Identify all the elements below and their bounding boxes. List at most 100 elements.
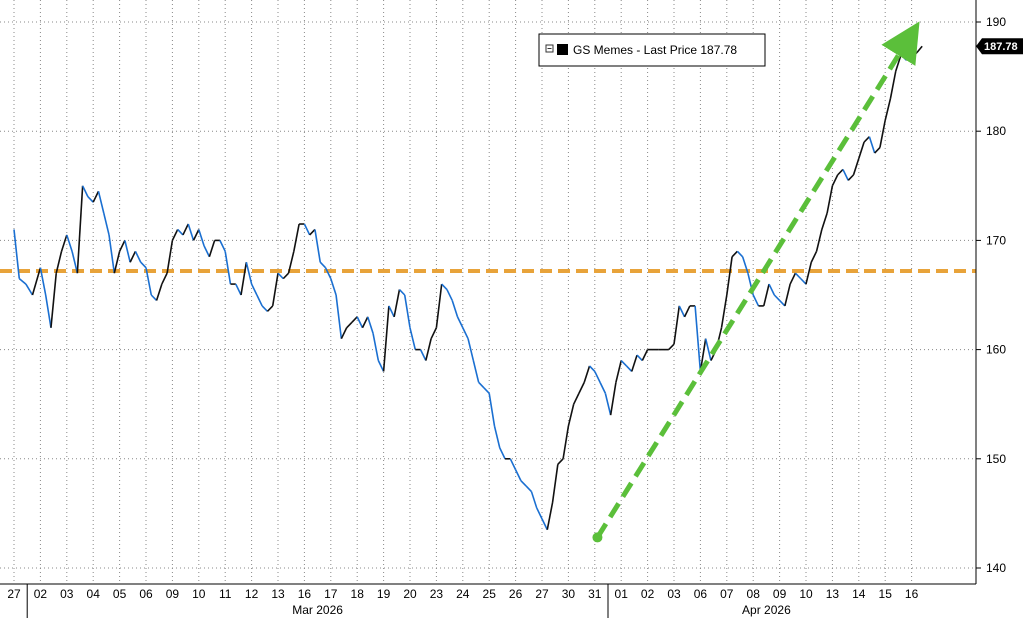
series-segment (425, 338, 432, 361)
x-tick-label: 06 (139, 587, 153, 601)
x-tick-label: 26 (509, 587, 523, 601)
month-dividers (26, 584, 609, 618)
legend-swatch-icon (557, 44, 568, 55)
x-tick-label: 02 (641, 587, 655, 601)
series-segment (25, 283, 34, 296)
trend-arrow-layer (592, 21, 920, 543)
series-segment (161, 272, 168, 285)
series-segment (773, 294, 781, 302)
series-segment (472, 360, 480, 383)
x-tick-label: 08 (747, 587, 761, 601)
trend-arrow (595, 21, 920, 539)
series-segment (102, 212, 110, 236)
y-axis-ticks: 140 150 160 170 180 190 (976, 15, 1006, 575)
series-segment (309, 228, 316, 236)
series-segment (847, 174, 855, 181)
series-segment (815, 229, 823, 252)
series-segment (282, 272, 290, 280)
series-segment (372, 333, 380, 361)
series-segment (826, 185, 834, 214)
series-segment (525, 485, 533, 493)
x-tick-label: 06 (694, 587, 708, 601)
series-segment (641, 349, 649, 361)
series-segment (609, 382, 617, 416)
x-tick-label: 04 (87, 587, 101, 601)
series-segment (535, 507, 543, 520)
series-segment (889, 70, 897, 99)
series-segment (810, 250, 818, 263)
series-segment (388, 305, 395, 318)
x-tick-label: 20 (403, 587, 417, 601)
series-segment (208, 240, 216, 258)
series-segment (108, 234, 116, 274)
series-segment (599, 382, 607, 394)
series-segment (567, 404, 575, 427)
y-tick-label: 160 (986, 343, 1006, 357)
series-segment (636, 354, 643, 362)
series-segment (182, 223, 189, 236)
series-segment (726, 256, 733, 296)
series-segment (250, 283, 258, 296)
series-segment (377, 360, 385, 372)
series-segment (752, 294, 760, 307)
series-segment (736, 250, 744, 258)
series-segment (467, 338, 475, 361)
series-segment (92, 190, 100, 203)
series-segment (768, 283, 776, 296)
series-segment (493, 425, 501, 449)
series-segment (615, 360, 622, 383)
series-segment (240, 262, 248, 296)
x-tick-label: 18 (351, 587, 365, 601)
series-segment (741, 256, 749, 274)
series-segment (319, 261, 327, 269)
last-price-tag: 187.78 (976, 38, 1023, 55)
series-segment (66, 234, 73, 252)
series-segment (588, 365, 596, 372)
month-label: Apr 2026 (742, 603, 791, 617)
x-tick-label: 17 (324, 587, 338, 601)
series-segment (800, 278, 807, 285)
series-segment (39, 267, 47, 296)
x-tick-label: 03 (667, 587, 681, 601)
series-segment (821, 212, 828, 230)
y-tick-label: 170 (986, 233, 1006, 247)
series-segment (509, 458, 517, 471)
series-segment (625, 365, 633, 372)
series-segment (340, 327, 348, 340)
series-segment (351, 316, 358, 323)
series-segment (731, 250, 738, 258)
series-segment (879, 120, 886, 148)
series-segment (499, 447, 506, 460)
series-segment (852, 158, 860, 176)
series-segment (166, 240, 174, 274)
series-segment (462, 327, 469, 340)
series-segment (842, 169, 849, 181)
series-segment (562, 425, 570, 459)
series-segment (789, 272, 797, 285)
series-segment (203, 245, 211, 258)
series-segment (31, 267, 42, 296)
series-segment (483, 387, 490, 394)
x-tick-label: 12 (245, 587, 259, 601)
series-segment (874, 147, 881, 154)
x-tick-label: 07 (720, 587, 734, 601)
series-segment (287, 251, 295, 274)
series-segment (140, 261, 147, 269)
series-segment (219, 240, 226, 252)
series-segment (868, 136, 876, 154)
series-segment (366, 316, 374, 334)
series-segment (694, 305, 702, 372)
x-axis-ticks: 27 02 03 04 05 06 09 10 11 12 13 16 17 18 19 20 23 24 25 26… (7, 587, 918, 601)
series-segment (678, 305, 686, 318)
series-layer (13, 45, 923, 531)
x-tick-label: 25 (483, 587, 497, 601)
series-segment (583, 365, 591, 383)
x-tick-label: 05 (113, 587, 127, 601)
series-segment (335, 294, 343, 339)
series-segment (673, 305, 681, 345)
series-segment (762, 283, 770, 307)
series-segment (55, 251, 63, 274)
series-segment (551, 464, 559, 503)
series-segment (314, 229, 322, 263)
series-segment (293, 223, 300, 252)
